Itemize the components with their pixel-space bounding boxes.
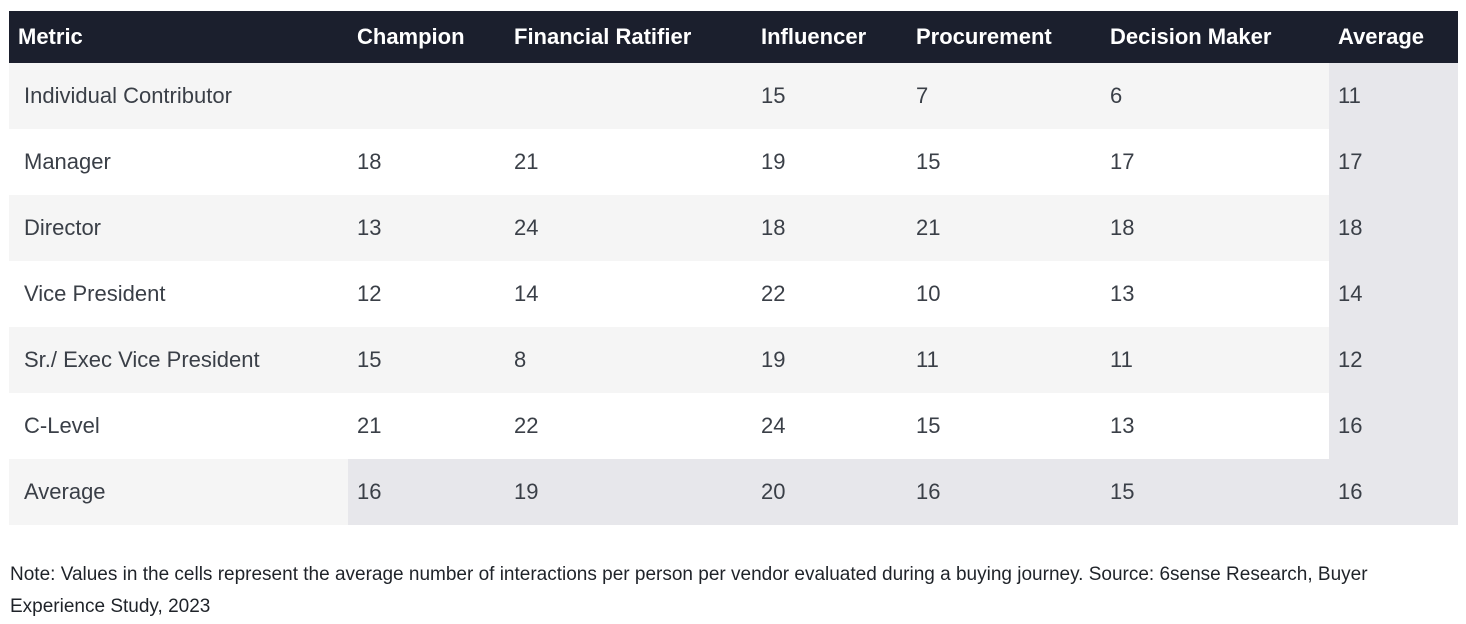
table-cell: 18 (1101, 195, 1329, 261)
column-header: Champion (357, 24, 465, 49)
table-cell: 12 (1329, 327, 1458, 393)
table-cell: 6 (1101, 63, 1329, 129)
table-cell: 7 (907, 63, 1101, 129)
table-row: Manager 18 21 19 15 17 17 (9, 129, 1458, 195)
column-header: Decision Maker (1110, 24, 1272, 49)
column-header: Financial Ratifier (514, 24, 692, 49)
table-cell: 17 (1329, 129, 1458, 195)
table-cell: 22 (752, 261, 907, 327)
table-cell: 11 (1329, 63, 1458, 129)
table-cell: 18 (348, 129, 505, 195)
table-cell: 19 (505, 459, 752, 525)
row-label: Director (9, 195, 348, 261)
table-cell: 21 (348, 393, 505, 459)
table-cell (348, 63, 505, 129)
data-table-container: Metric Champion Financial Ratifier Influenc… (9, 11, 1458, 525)
table-cell (505, 63, 752, 129)
table-cell: 21 (907, 195, 1101, 261)
table-note: Note: Values in the cells represent the … (10, 564, 1368, 617)
table-cell: 24 (752, 393, 907, 459)
table-cell: 10 (907, 261, 1101, 327)
table-cell: 14 (505, 261, 752, 327)
table-cell: 16 (1329, 459, 1458, 525)
table-row: Individual Contributor 15 7 6 11 (9, 63, 1458, 129)
table-row: Sr./ Exec Vice President 15 8 19 11 11 12 (9, 327, 1458, 393)
table-row: Vice President 12 14 22 10 13 14 (9, 261, 1458, 327)
header-row: Metric Champion Financial Ratifier Influenc… (9, 11, 1458, 63)
table-cell: 22 (505, 393, 752, 459)
table-cell: 17 (1101, 129, 1329, 195)
table-cell: 18 (1329, 195, 1458, 261)
table-cell: 11 (907, 327, 1101, 393)
table-cell: 21 (505, 129, 752, 195)
row-label: C-Level (9, 393, 348, 459)
table-cell: 15 (907, 129, 1101, 195)
column-header: Average (1338, 24, 1425, 49)
table-header: Metric Champion Financial Ratifier Influenc… (9, 11, 1458, 63)
column-header: Influencer (761, 24, 867, 49)
table-cell: 16 (1329, 393, 1458, 459)
table-cell: 15 (348, 327, 505, 393)
row-label: Manager (9, 129, 348, 195)
table-row: Director 13 24 18 21 18 18 (9, 195, 1458, 261)
row-label: Vice President (9, 261, 348, 327)
table-cell: 15 (1101, 459, 1329, 525)
table-cell: 24 (505, 195, 752, 261)
row-label: Individual Contributor (9, 63, 348, 129)
buyer-interactions-table: Metric Champion Financial Ratifier Influenc… (9, 11, 1458, 525)
table-cell: 13 (1101, 393, 1329, 459)
column-header: Procurement (916, 24, 1052, 49)
row-label: Sr./ Exec Vice President (9, 327, 348, 393)
table-cell: 12 (348, 261, 505, 327)
table-cell: 13 (348, 195, 505, 261)
table-cell: 15 (752, 63, 907, 129)
table-cell: 19 (752, 327, 907, 393)
table-cell: 8 (505, 327, 752, 393)
table-cell: 14 (1329, 261, 1458, 327)
average-row: Average 16 19 20 16 15 16 (9, 459, 1458, 525)
table-cell: 19 (752, 129, 907, 195)
table-cell: 13 (1101, 261, 1329, 327)
table-cell: 20 (752, 459, 907, 525)
column-header: Metric (18, 24, 83, 49)
row-label: Average (9, 459, 348, 525)
table-cell: 16 (348, 459, 505, 525)
table-cell: 11 (1101, 327, 1329, 393)
table-row: C-Level 21 22 24 15 13 16 (9, 393, 1458, 459)
table-body: Individual Contributor 15 7 6 11 Manager 18 21 1… (9, 63, 1458, 525)
table-cell: 15 (907, 393, 1101, 459)
table-cell: 16 (907, 459, 1101, 525)
table-cell: 18 (752, 195, 907, 261)
